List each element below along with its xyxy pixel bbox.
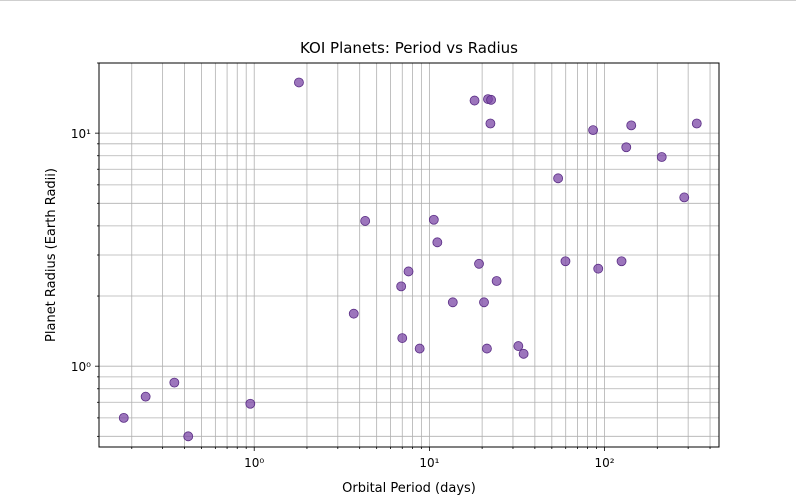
data-point bbox=[140, 391, 151, 402]
y-tick-label: 10¹ bbox=[71, 127, 91, 141]
x-axis-label: Orbital Period (days) bbox=[342, 481, 476, 496]
data-point bbox=[118, 412, 129, 423]
x-tick-label: 10⁰ bbox=[244, 456, 264, 470]
data-point bbox=[518, 348, 529, 359]
data-point bbox=[396, 281, 407, 292]
data-point bbox=[593, 263, 604, 274]
data-point bbox=[469, 95, 480, 106]
data-point bbox=[486, 94, 496, 105]
data-point bbox=[169, 377, 180, 388]
data-point bbox=[348, 308, 359, 319]
x-tick-label: 10¹ bbox=[419, 456, 439, 470]
data-point bbox=[474, 258, 484, 269]
data-point bbox=[656, 152, 667, 162]
data-point bbox=[447, 297, 458, 308]
data-point bbox=[397, 333, 408, 343]
data-point bbox=[626, 120, 637, 131]
data-point bbox=[691, 118, 702, 129]
data-point bbox=[588, 125, 598, 136]
data-point bbox=[432, 237, 443, 248]
axis-ticks: 10⁰ 10¹ 10² 10⁰ 10¹ bbox=[71, 62, 711, 470]
data-point bbox=[485, 118, 496, 129]
chart-title: KOI Planets: Period vs Radius bbox=[300, 39, 518, 57]
plot-frame bbox=[98, 62, 720, 448]
data-point bbox=[183, 431, 194, 442]
data-point bbox=[360, 216, 371, 226]
data-point bbox=[294, 77, 304, 88]
grid-lines bbox=[99, 62, 719, 447]
x-tick-label: 10² bbox=[595, 456, 615, 470]
data-points bbox=[118, 77, 702, 442]
data-point bbox=[513, 341, 524, 351]
y-tick-label: 10⁰ bbox=[71, 360, 91, 374]
data-point bbox=[403, 266, 414, 277]
y-axis-label: Planet Radius (Earth Radii) bbox=[44, 168, 59, 342]
data-point bbox=[679, 192, 690, 203]
data-point bbox=[482, 343, 492, 354]
data-point bbox=[491, 276, 502, 286]
data-point bbox=[560, 256, 571, 267]
window-top-border bbox=[0, 0, 796, 1]
data-point bbox=[616, 256, 627, 267]
data-point bbox=[621, 142, 632, 153]
data-point bbox=[414, 343, 425, 354]
data-point bbox=[553, 173, 564, 184]
data-point bbox=[479, 297, 489, 308]
data-point bbox=[245, 398, 256, 409]
data-point bbox=[428, 214, 439, 225]
